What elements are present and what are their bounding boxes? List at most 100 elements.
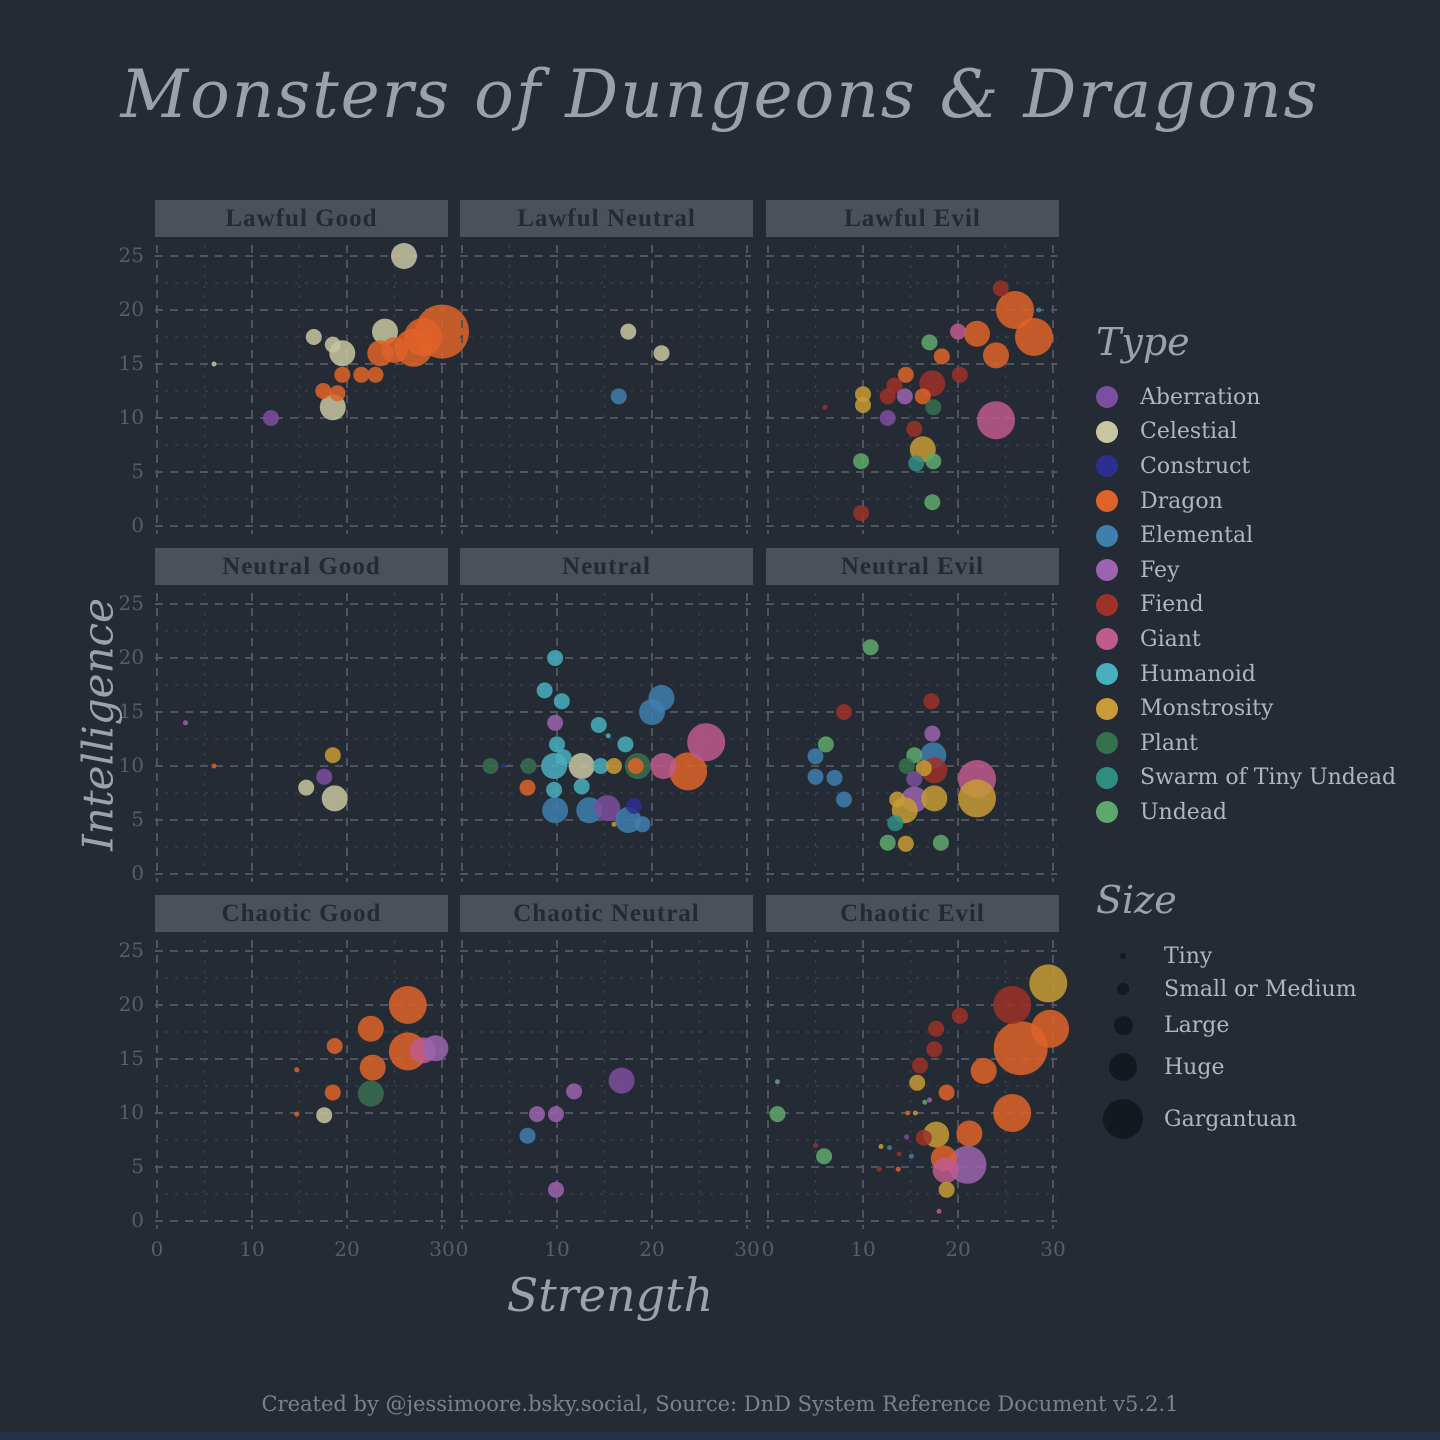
gridlines	[155, 245, 446, 534]
monster-bubble-dragon	[326, 1038, 343, 1054]
y-tick-label: 10	[118, 753, 144, 777]
monster-bubble-fiend	[836, 704, 852, 720]
fey-color-swatch-icon	[1096, 559, 1118, 582]
monster-bubble-fiend	[912, 1057, 928, 1074]
monster-bubble-fiend	[906, 420, 923, 437]
x-tick-label: 20	[945, 1237, 971, 1261]
monster-bubble-humanoid	[546, 781, 563, 798]
monster-bubble-monstrosity	[611, 821, 617, 827]
monster-bubble-dragon	[964, 320, 990, 347]
facet-plot-neutral-good	[155, 593, 446, 882]
monster-bubble-dragon	[993, 1094, 1032, 1132]
monster-bubble-fiend	[923, 693, 940, 710]
monster-bubble-aberration	[608, 1067, 635, 1094]
monster-bubble-elemental	[639, 699, 665, 725]
size-legend-title: Size	[1096, 878, 1177, 922]
monster-bubble-swarm	[887, 815, 904, 832]
monster-bubble-swarm	[887, 1145, 893, 1151]
size-dot-column	[1096, 953, 1150, 959]
y-tick-label: 20	[118, 297, 144, 321]
facet-header-chaotic-good: Chaotic Good	[155, 895, 448, 932]
monster-bubble-aberration	[879, 410, 896, 426]
monster-bubble-humanoid	[547, 650, 564, 666]
monster-bubble-undead	[775, 1079, 780, 1085]
monster-bubble-monstrosity	[958, 779, 996, 818]
monster-bubble-fiend	[951, 366, 968, 383]
gridlines	[766, 593, 1057, 882]
type-legend-row-plant: Plant	[1096, 726, 1426, 761]
x-axis-title: Strength	[506, 1268, 714, 1322]
monster-bubble-undead	[769, 1106, 786, 1123]
monster-bubble-undead	[924, 494, 941, 511]
size-legend-row-huge: Huge	[1096, 1044, 1426, 1090]
monster-bubble-humanoid	[605, 733, 611, 739]
type-legend-row-dragon: Dragon	[1096, 484, 1426, 519]
x-tick-label: 0	[455, 1237, 469, 1261]
fiend-color-swatch-icon	[1096, 593, 1118, 616]
y-tick-label: 5	[131, 459, 144, 483]
facet-header-neutral-evil: Neutral Evil	[766, 548, 1059, 585]
monster-bubble-dragon	[914, 388, 931, 405]
type-legend-label: Humanoid	[1140, 661, 1256, 687]
type-legend-label: Giant	[1140, 626, 1201, 652]
size-swatch-icon-small-or-medium	[1117, 983, 1129, 995]
monster-bubble-dragon	[294, 1067, 300, 1073]
y-tick-label: 0	[131, 861, 144, 885]
size-dot-column	[1096, 1099, 1150, 1139]
bottom-edge-strip	[0, 1432, 1440, 1440]
type-legend-label: Construct	[1140, 453, 1251, 479]
monster-bubble-monstrosity	[878, 1144, 884, 1149]
type-legend-rows: Aberration Celestial Construct Dragon Elemen…	[1096, 380, 1426, 830]
chart-title: Monsters of Dungeons & Dragons	[120, 56, 1320, 133]
monster-bubble-elemental	[634, 816, 651, 833]
monster-bubble-elemental	[807, 768, 824, 785]
monster-bubble-giant	[687, 723, 726, 762]
size-legend-label: Gargantuan	[1164, 1106, 1297, 1132]
monster-bubble-monstrosity	[606, 758, 622, 774]
type-legend-row-fiend: Fiend	[1096, 588, 1426, 623]
celestial-color-swatch-icon	[1096, 420, 1118, 443]
monster-bubble-fey	[548, 1106, 564, 1123]
monster-bubble-monstrosity	[938, 1181, 955, 1198]
monster-bubble-monstrosity	[915, 760, 932, 777]
monster-bubble-dragon	[211, 763, 217, 769]
monster-bubble-monstrosity	[912, 1110, 918, 1116]
y-tick-label: 10	[118, 405, 144, 429]
humanoid-color-swatch-icon	[1096, 663, 1118, 686]
size-legend-label: Large	[1164, 1012, 1230, 1038]
monster-bubble-fiend	[879, 388, 896, 405]
x-tick-label: 10	[239, 1237, 265, 1261]
type-legend-title: Type	[1096, 320, 1190, 364]
type-legend-label: Celestial	[1140, 419, 1238, 445]
monstrosity-color-swatch-icon	[1096, 697, 1118, 720]
facet-title: Neutral	[562, 552, 651, 580]
monster-bubble-fiend	[813, 1142, 818, 1148]
facet-plot-neutral-evil	[766, 593, 1057, 882]
aberration-color-swatch-icon	[1096, 386, 1118, 409]
facet-title: Chaotic Evil	[840, 899, 985, 927]
monster-bubble-celestial	[391, 243, 417, 269]
gridlines	[766, 245, 1057, 534]
type-legend-row-fey: Fey	[1096, 553, 1426, 588]
monster-bubble-elemental	[519, 1127, 536, 1144]
monster-bubble-fiend	[876, 1166, 882, 1172]
gridlines	[460, 940, 751, 1229]
monster-bubble-elemental	[826, 769, 843, 786]
monster-bubble-elemental	[908, 1153, 914, 1159]
monster-bubble-aberration	[904, 1134, 910, 1140]
gridlines	[155, 593, 446, 882]
facet-title: Chaotic Neutral	[513, 899, 700, 927]
x-tick-label: 10	[544, 1237, 570, 1261]
type-legend-label: Dragon	[1140, 488, 1223, 514]
size-legend-row-tiny: Tiny	[1096, 940, 1426, 972]
monster-bubble-aberration	[906, 771, 923, 787]
monster-bubble-undead	[922, 1099, 928, 1105]
type-legend: Type Aberration Celestial Construct Dragon E…	[1096, 320, 1426, 830]
size-legend-label: Small or Medium	[1164, 976, 1357, 1002]
size-dot-column	[1096, 983, 1150, 995]
y-tick-label: 15	[118, 351, 144, 375]
type-legend-label: Fey	[1140, 557, 1180, 583]
elemental-color-swatch-icon	[1096, 524, 1118, 547]
monster-bubble-fiend	[896, 1151, 902, 1157]
